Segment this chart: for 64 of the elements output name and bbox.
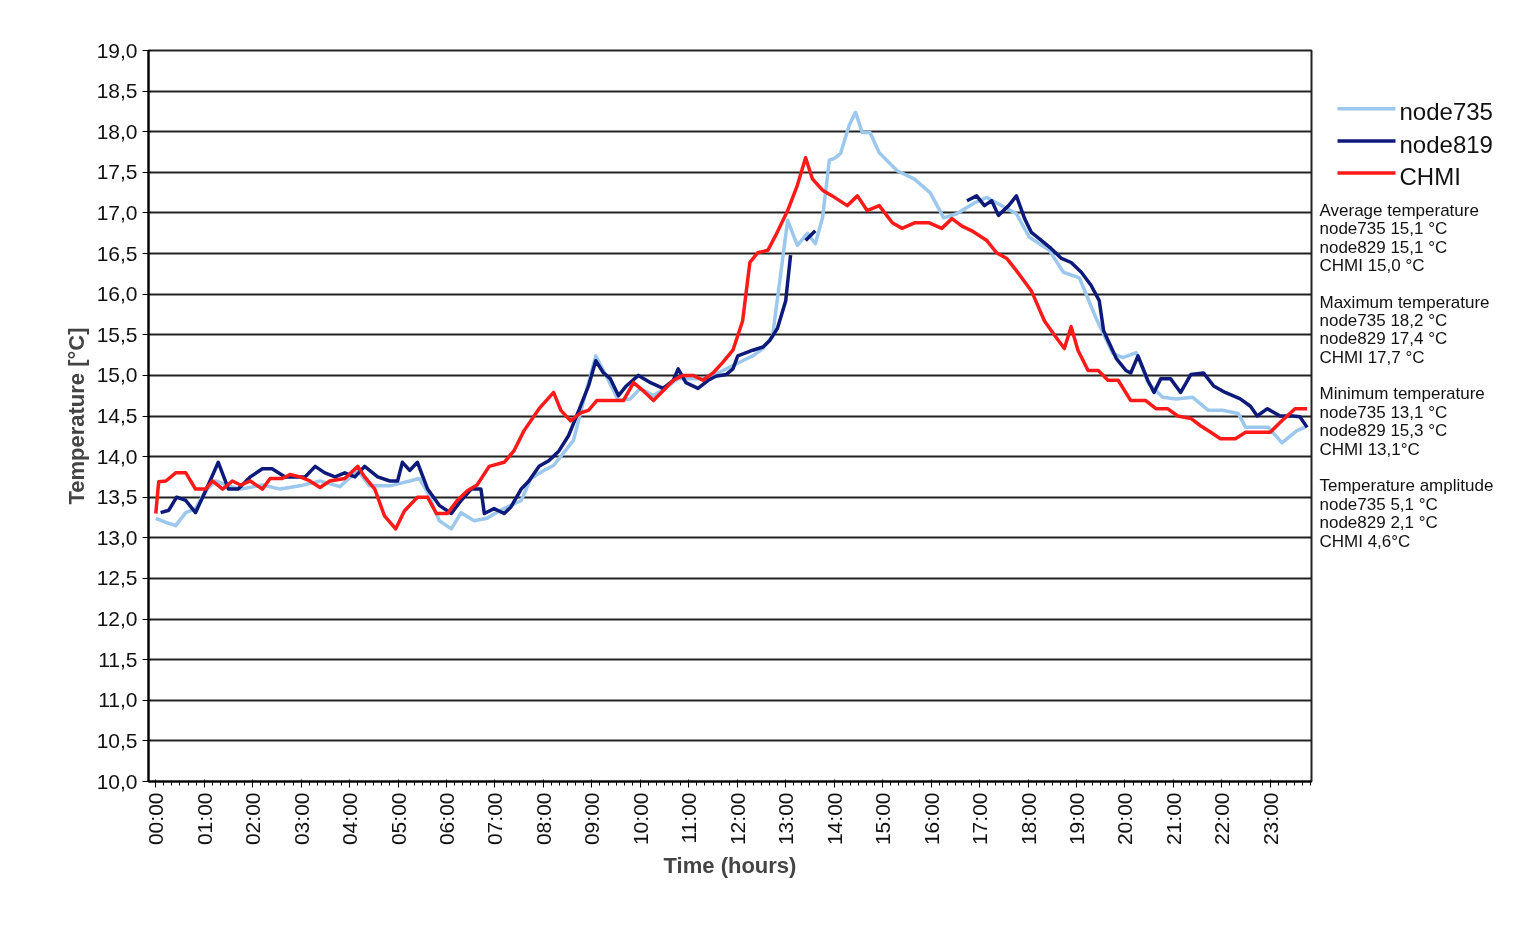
x-tick-label: 02:00: [241, 792, 265, 846]
x-tick-label: 17:00: [968, 792, 992, 846]
x-tick-label: 03:00: [289, 792, 313, 846]
text: CHMI 15,0 °C: [1319, 255, 1425, 275]
legend-label: CHMI: [1399, 162, 1461, 190]
text: node829 15,3 °C: [1319, 421, 1448, 441]
y-tick-label: 11,5: [98, 647, 138, 671]
y-tick-label: 12,5: [96, 566, 138, 590]
y-tick-label: 17,5: [96, 160, 138, 184]
y-tick-label: 13,0: [96, 525, 138, 549]
y-tick-label: 17,0: [96, 200, 138, 224]
y-tick-label: 10,0: [96, 769, 138, 793]
x-tick-label: 22:00: [1210, 792, 1234, 846]
x-tick-label: 20:00: [1113, 792, 1137, 846]
text: node735 18,2 °C: [1319, 311, 1448, 330]
x-axis-title: Time (hours): [663, 853, 797, 879]
text: node829 17,4 °C: [1319, 329, 1448, 349]
text: node735 13,1 °C: [1319, 402, 1448, 422]
x-tick-label: 12:00: [725, 792, 749, 846]
text: CHMI 17,7 °C: [1319, 347, 1425, 367]
y-tick-label: 13,5: [96, 485, 138, 509]
x-tick-label: 19:00: [1064, 792, 1088, 846]
y-tick-label: 12,0: [96, 607, 138, 631]
text: node829 15,1 °C: [1319, 237, 1448, 257]
text: CHMI 4,6°C: [1319, 531, 1411, 551]
x-tick-label: 21:00: [1161, 792, 1185, 846]
y-tick-label: 15,0: [96, 363, 138, 387]
x-tick-label: 10:00: [628, 792, 652, 846]
y-axis-title: Temperature [°C]: [63, 327, 89, 505]
y-tick-label: 15,5: [96, 322, 138, 346]
x-tick-label: 09:00: [580, 792, 604, 846]
y-tick-label: 19,0: [96, 38, 138, 62]
text: Maximum temperature: [1319, 292, 1490, 312]
text: node735 5,1 °C: [1319, 494, 1438, 514]
x-tick-label: 23:00: [1258, 792, 1282, 846]
legend-label: node819: [1399, 130, 1493, 158]
text: CHMI 13,1°C: [1319, 439, 1420, 459]
text: node829 2,1 °C: [1319, 513, 1438, 533]
x-tick-label: 01:00: [192, 792, 216, 846]
x-tick-label: 07:00: [483, 792, 507, 846]
y-tick-label: 18,0: [96, 119, 138, 143]
text: Minimum temperature: [1319, 384, 1485, 404]
x-tick-label: 16:00: [919, 792, 943, 846]
y-tick-label: 11,0: [98, 688, 138, 712]
y-tick-label: 16,5: [96, 241, 138, 265]
legend-label: node735: [1399, 98, 1493, 126]
text: Average temperature: [1319, 200, 1479, 220]
x-tick-label: 04:00: [338, 792, 362, 846]
y-tick-label: 16,0: [96, 282, 138, 306]
x-tick-label: 00:00: [144, 792, 168, 846]
x-tick-label: 05:00: [386, 792, 410, 846]
x-tick-label: 14:00: [822, 792, 846, 846]
x-tick-label: 18:00: [1016, 792, 1040, 846]
text: node735 15,1 °C: [1319, 219, 1448, 239]
y-tick-label: 10,5: [96, 728, 138, 752]
x-tick-label: 13:00: [774, 792, 798, 846]
x-tick-label: 11:00: [677, 792, 701, 844]
x-tick-label: 06:00: [435, 792, 459, 846]
text: Temperature amplitude: [1319, 476, 1494, 496]
x-tick-label: 08:00: [531, 792, 555, 846]
y-tick-label: 14,5: [96, 404, 138, 427]
y-tick-label: 18,5: [96, 79, 138, 103]
x-tick-label: 15:00: [871, 792, 895, 846]
y-tick-label: 14,0: [96, 444, 138, 468]
